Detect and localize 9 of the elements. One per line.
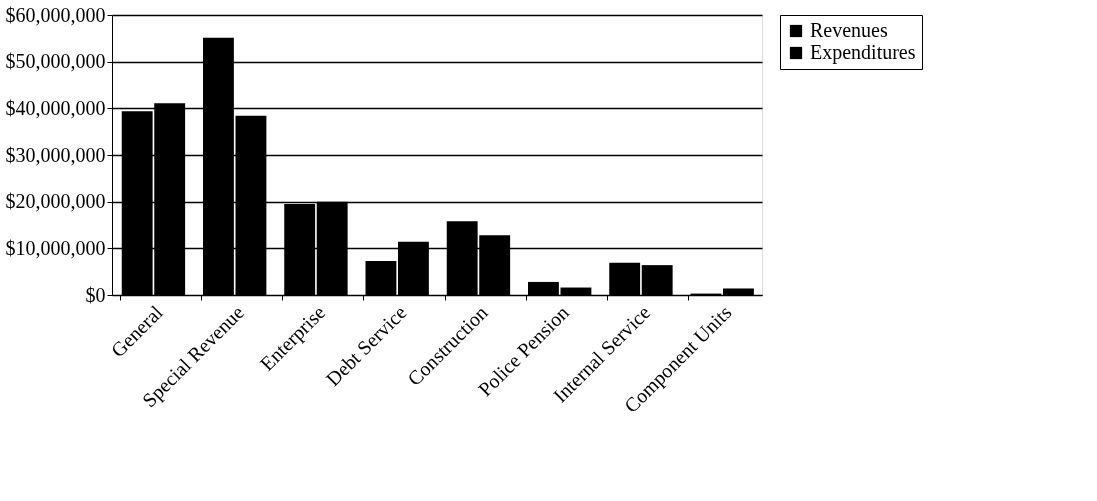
y-tick-label: $40,000,000: [5, 96, 106, 119]
y-tick-label: $60,000,000: [5, 3, 106, 26]
y-tick-label: $20,000,000: [5, 190, 106, 213]
y-tick-label: $50,000,000: [5, 50, 106, 73]
legend-label: Expenditures: [810, 41, 916, 64]
y-tick-label: $10,000,000: [5, 236, 106, 259]
legend-label: Revenues: [810, 19, 888, 41]
y-tick-label: $0: [85, 283, 106, 306]
y-tick-label: $30,000,000: [5, 143, 106, 166]
